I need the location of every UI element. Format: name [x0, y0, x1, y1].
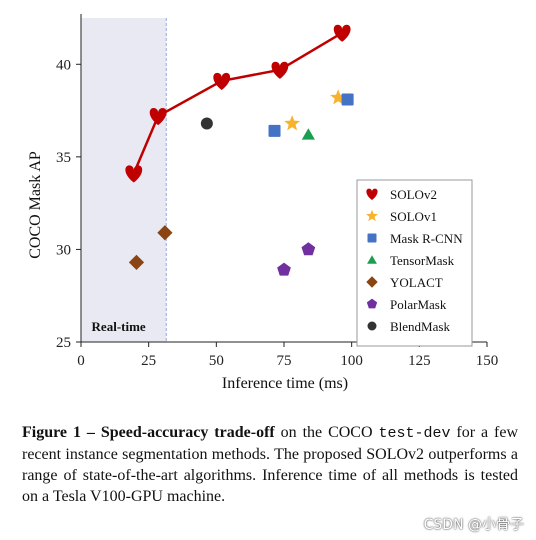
x-tick-label: 150 [476, 353, 499, 369]
x-tick-label: 25 [141, 353, 156, 369]
y-tick-label: 30 [56, 242, 71, 258]
legend-label-tensormask: TensorMask [390, 253, 455, 268]
legend-marker-mask-r-cnn [367, 233, 377, 243]
y-axis-title: COCO Mask AP [27, 151, 44, 259]
point-mask-r-cnn [268, 124, 281, 137]
x-tick-label: 100 [340, 353, 363, 369]
legend-marker-tensormask [367, 255, 377, 264]
caption-text-2: for a few recent instance segmentation m… [22, 424, 519, 505]
point-solov1 [284, 115, 301, 131]
x-tick-label: 50 [209, 353, 224, 369]
point-solov2 [213, 72, 231, 90]
chart: Real-time 0 25 50 75 100 125 150 25 30 35 40 SOLOv2… [27, 14, 498, 392]
x-tick-label: 75 [277, 353, 292, 369]
legend-marker-solov2 [366, 188, 378, 200]
legend-label-mask-r-cnn: Mask R-CNN [390, 231, 463, 246]
point-blendmask [200, 117, 213, 130]
point-solov2 [271, 61, 289, 79]
point-solov2 [149, 108, 167, 126]
legend-marker-solov1 [366, 209, 378, 222]
legend: SOLOv2 SOLOv1 Mask R-CNN TensorMask YOLACT Po… [356, 179, 473, 347]
caption-dash: – [80, 424, 101, 441]
point-solov2 [333, 24, 351, 42]
caption-figure-label: Figure 1 [22, 424, 81, 441]
watermark: CSDN @小骨子 [423, 517, 524, 533]
caption-text-1: on the COCO [274, 424, 379, 441]
legend-marker-yolact [366, 276, 378, 288]
y-tick-label: 25 [56, 335, 71, 351]
x-tick-label: 125 [408, 353, 431, 369]
point-mask-r-cnn [341, 93, 354, 106]
legend-label-solov1: SOLOv1 [390, 209, 437, 224]
legend-label-yolact: YOLACT [390, 275, 443, 290]
realtime-label: Real-time [92, 319, 146, 334]
legend-marker-blendmask [367, 321, 377, 331]
caption-bold-title: Speed-accuracy trade-off [100, 424, 275, 441]
legend-label-polarmask: PolarMask [390, 297, 447, 312]
legend-marker-polarmask [366, 298, 378, 309]
point-yolact [157, 225, 173, 241]
figure-caption: Figure 1 – Speed-accuracy trade-off on t… [22, 422, 518, 507]
x-axis-title: Inference time (ms) [222, 375, 348, 392]
point-tensormask [301, 128, 315, 140]
x-tick-label: 0 [77, 353, 85, 369]
caption-mono-text: test-dev [378, 425, 451, 442]
y-tick-label: 40 [56, 57, 71, 73]
legend-label-blendmask: BlendMask [390, 319, 450, 334]
point-polarmask [277, 262, 291, 276]
plot-area: Real-time 0 25 50 75 100 125 150 25 30 35 40 [56, 14, 498, 369]
point-solov2 [125, 165, 143, 183]
legend-label-solov2: SOLOv2 [390, 187, 437, 202]
point-yolact [128, 254, 145, 270]
realtime-region [81, 18, 167, 342]
point-solov1 [330, 89, 347, 105]
point-polarmask [301, 242, 316, 256]
y-tick-label: 35 [56, 150, 71, 166]
